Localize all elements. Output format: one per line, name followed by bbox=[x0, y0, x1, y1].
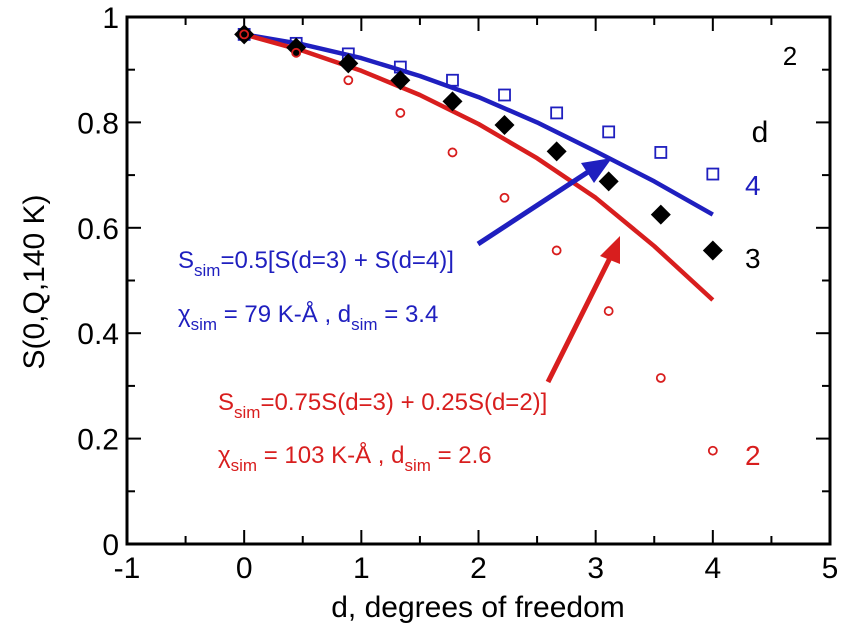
y-tick-label: 0 bbox=[102, 529, 119, 562]
axis-ticks bbox=[126, 16, 831, 545]
red-arrowhead bbox=[600, 236, 620, 264]
panel-label: 2 bbox=[783, 41, 797, 71]
annotation-blue-params: χsim = 79 K-Å , dsim = 3.4 bbox=[178, 300, 438, 334]
series-2-point bbox=[707, 445, 718, 456]
series-2-point bbox=[655, 373, 666, 383]
fit-curve bbox=[243, 32, 714, 217]
legend-title: d bbox=[752, 116, 769, 149]
series-2-point bbox=[447, 147, 458, 158]
series-3-point bbox=[650, 204, 671, 225]
x-tick-label: 1 bbox=[353, 552, 370, 585]
series-4-point bbox=[602, 125, 616, 139]
series-label-3: 3 bbox=[745, 243, 761, 274]
series-3-point bbox=[546, 141, 567, 162]
y-tick-label: 0.4 bbox=[77, 318, 119, 351]
annotation-red-params: χsim = 103 K-Å , dsim = 2.6 bbox=[218, 441, 492, 475]
series-2-point bbox=[239, 29, 250, 40]
series-3-point bbox=[442, 91, 463, 112]
series-3-point bbox=[390, 70, 411, 91]
series-label-2: 2 bbox=[745, 440, 761, 471]
y-tick-label: 0.2 bbox=[77, 424, 119, 457]
red-arrow bbox=[545, 256, 613, 384]
series-2-point bbox=[499, 192, 510, 203]
y-tick-labels: 0 0.2 0.4 0.6 0.8 1 bbox=[77, 2, 119, 562]
annotation-red-sum: Ssim=0.75S(d=3) + 0.25S(d=2)] bbox=[218, 389, 547, 422]
series-3-point bbox=[598, 171, 619, 192]
series-3-point bbox=[286, 37, 307, 58]
y-tick-label: 0.6 bbox=[77, 213, 119, 246]
y-tick-label: 0.8 bbox=[77, 107, 119, 140]
series-2-point bbox=[343, 75, 354, 86]
series-2-point bbox=[603, 306, 614, 316]
x-tick-label: -1 bbox=[114, 552, 141, 585]
series-3-point bbox=[338, 53, 359, 74]
fit-curve bbox=[243, 32, 715, 302]
y-axis-title: S(0,Q,140 K) bbox=[18, 194, 51, 369]
series-4-point bbox=[654, 146, 668, 159]
x-tick-labels: -1 0 1 2 3 4 5 bbox=[114, 552, 839, 585]
blue-arrowhead bbox=[581, 158, 612, 183]
fit-curves bbox=[243, 32, 715, 302]
x-tick-label: 0 bbox=[236, 552, 253, 585]
x-tick-label: 3 bbox=[587, 552, 604, 585]
data-markers bbox=[234, 24, 723, 456]
x-axis-title: d, degrees of freedom bbox=[331, 591, 625, 624]
x-tick-label: 5 bbox=[822, 552, 839, 585]
series-label-4: 4 bbox=[745, 170, 761, 201]
x-tick-label: 2 bbox=[470, 552, 487, 585]
y-tick-label: 1 bbox=[102, 2, 119, 35]
annotation-blue-sum: Ssim=0.5[S(d=3) + S(d=4)] bbox=[178, 247, 454, 280]
series-2-point bbox=[395, 108, 406, 118]
series-4-point bbox=[550, 106, 564, 120]
series-2-point bbox=[551, 245, 562, 256]
x-tick-label: 4 bbox=[704, 552, 721, 585]
series-4-point bbox=[706, 167, 720, 181]
blue-arrow bbox=[476, 169, 590, 247]
series-3-point bbox=[702, 240, 723, 261]
series-2-point bbox=[291, 47, 302, 58]
series-4-point bbox=[446, 73, 459, 87]
series-3-point bbox=[494, 115, 515, 136]
series-4-point bbox=[498, 88, 511, 102]
series-3-point bbox=[234, 24, 255, 45]
